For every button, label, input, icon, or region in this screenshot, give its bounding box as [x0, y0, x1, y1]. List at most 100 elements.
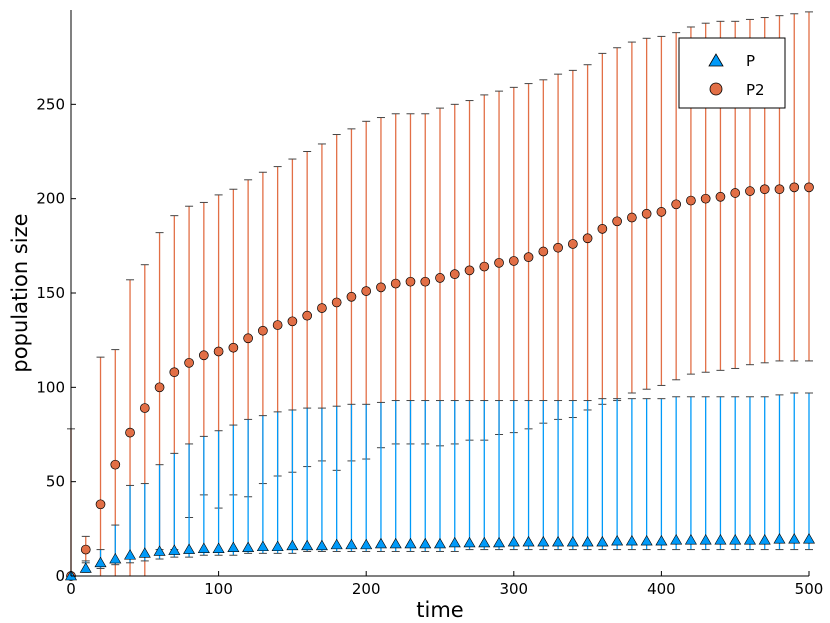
p2-point	[627, 212, 637, 223]
y-tick-label: 200	[36, 190, 65, 208]
p-point	[758, 534, 771, 545]
legend: P P2	[678, 37, 786, 109]
p-point	[670, 534, 683, 545]
p-point	[168, 544, 181, 555]
p-point	[404, 537, 417, 549]
y-axis-ticks: 0 50 100 150 200 250	[36, 95, 76, 585]
x-tick-label: 200	[352, 580, 381, 598]
p2-point	[464, 265, 475, 276]
p-point	[581, 535, 594, 547]
p2-point	[715, 191, 726, 202]
p-point	[212, 542, 225, 553]
p2-point	[745, 186, 755, 196]
p2-point	[612, 216, 622, 227]
p2-point	[243, 333, 253, 344]
p2-point	[686, 195, 696, 206]
p-point	[301, 539, 314, 551]
p2-point	[95, 499, 106, 510]
p-point	[330, 538, 343, 550]
p2-point	[390, 278, 401, 289]
p-point	[315, 539, 328, 551]
p-point	[242, 541, 255, 553]
p2-point	[405, 276, 416, 287]
legend-marker-p2	[709, 82, 723, 96]
p-point	[271, 540, 284, 552]
p2-point	[317, 303, 327, 313]
x-tick-label: 500	[795, 580, 824, 598]
p2-point	[139, 403, 150, 413]
p-point	[802, 533, 816, 544]
p-point	[197, 542, 210, 553]
x-tick-label: 0	[66, 580, 76, 598]
p-point	[124, 549, 137, 560]
p-point	[596, 535, 609, 547]
p-point	[788, 533, 801, 544]
p-point	[773, 533, 786, 544]
p2-point	[730, 188, 741, 198]
p2-point	[125, 427, 135, 438]
x-tick-label: 100	[204, 580, 233, 598]
p-point	[433, 537, 447, 549]
p2-point	[198, 350, 209, 361]
y-axis-title: population size	[8, 213, 32, 372]
p2-point	[258, 325, 268, 336]
p-point	[138, 547, 151, 558]
p-point	[153, 545, 166, 556]
p2-point	[641, 208, 652, 219]
p2-point	[671, 199, 682, 210]
p2-point	[582, 233, 593, 244]
x-tick-label: 300	[499, 580, 528, 598]
p2-point	[567, 239, 578, 249]
p-point	[625, 534, 638, 546]
p2-point	[80, 544, 91, 555]
p2-point	[213, 346, 224, 357]
p2-point	[479, 261, 490, 272]
p2-point	[789, 182, 800, 193]
x-tick-label: 400	[647, 580, 676, 598]
p2-point	[184, 357, 194, 368]
y-tick-label: 250	[36, 95, 65, 113]
p2-point	[508, 256, 519, 266]
p-point	[640, 534, 653, 546]
p2-point	[361, 286, 372, 296]
p-point	[109, 552, 122, 564]
p-point	[729, 534, 742, 545]
p2-point	[110, 459, 121, 470]
legend-marker-p	[708, 53, 724, 67]
p-point	[286, 539, 299, 551]
x-axis-ticks: 0 100 200 300 400 500	[66, 571, 823, 598]
p2-point	[656, 207, 667, 217]
p2-point	[804, 182, 814, 193]
plot-area	[64, 11, 816, 581]
p-point	[537, 535, 550, 547]
p2-point	[272, 320, 283, 330]
legend-box	[678, 37, 786, 109]
p2-point	[287, 316, 298, 327]
p2-point	[331, 297, 342, 308]
p2-point	[449, 269, 460, 279]
p-point	[345, 538, 358, 550]
p-point	[699, 534, 712, 545]
p2-point	[553, 242, 563, 253]
p-point	[79, 562, 92, 573]
data-markers	[64, 182, 816, 581]
y-tick-label: 150	[36, 284, 65, 302]
p-point	[183, 543, 196, 554]
p-point	[478, 536, 491, 548]
x-axis-title: time	[416, 598, 463, 622]
p-point	[522, 535, 535, 547]
legend-label-p2: P2	[746, 81, 765, 99]
p-point	[507, 535, 520, 547]
p2-point	[523, 252, 534, 263]
p2-point	[346, 291, 357, 302]
y-tick-label: 0	[55, 567, 65, 585]
p2-point	[302, 310, 313, 321]
p-point	[389, 537, 402, 549]
p-point	[655, 534, 668, 546]
p-point	[374, 537, 387, 549]
p-point	[714, 534, 727, 545]
y-tick-label: 100	[36, 378, 65, 396]
p-point	[227, 541, 240, 553]
p-point	[743, 534, 756, 545]
p2-point	[228, 342, 239, 353]
